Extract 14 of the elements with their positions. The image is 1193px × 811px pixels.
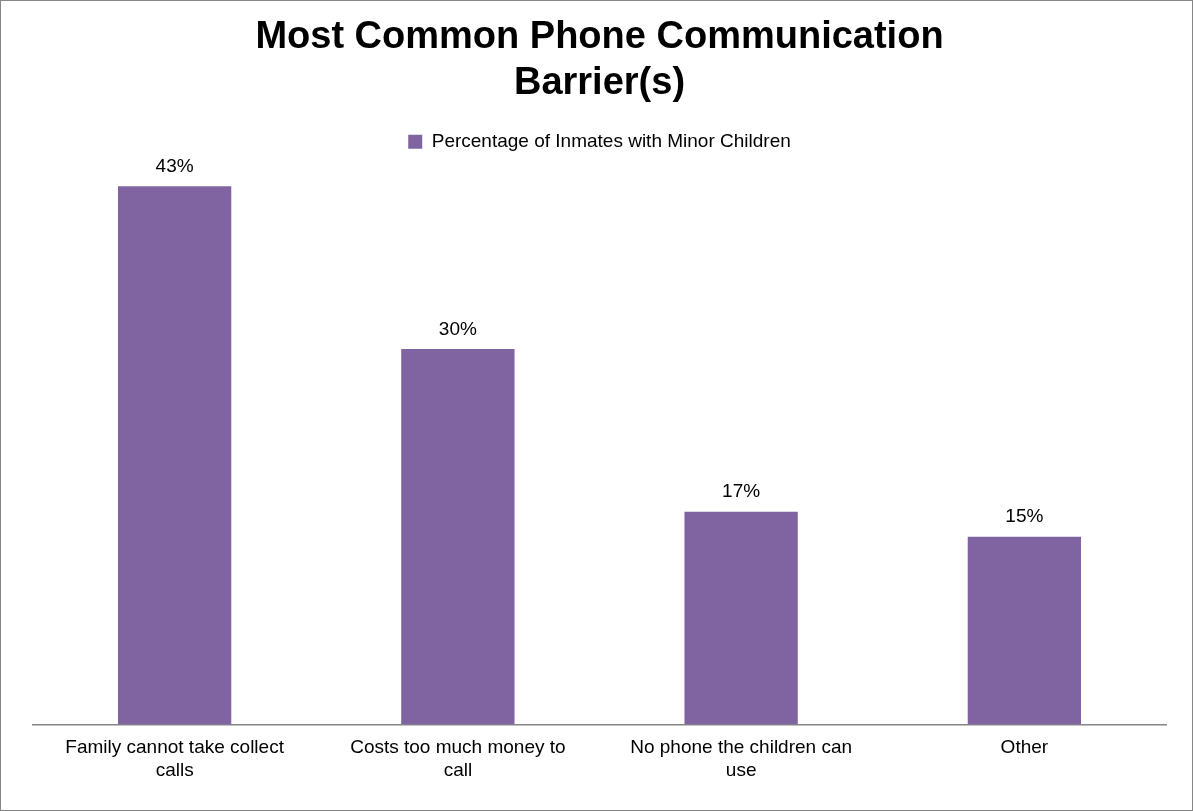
x-tick-label: Other <box>1000 736 1049 758</box>
data-label: 15% <box>1005 505 1044 527</box>
data-label: 17% <box>722 480 761 502</box>
bar <box>401 348 515 725</box>
bar <box>684 511 798 725</box>
data-label: 43% <box>155 154 194 176</box>
data-label: 30% <box>438 317 477 339</box>
chart-title: Most Common Phone Communication Barrier(s) <box>255 14 944 102</box>
bar <box>117 186 232 725</box>
legend-label: Percentage of Inmates with Minor Children <box>431 129 791 151</box>
x-tick-label: Costs too much money to call <box>350 736 566 780</box>
x-tick-label: Family cannot take collect calls <box>65 736 285 780</box>
x-tick-label: No phone the children can use <box>630 736 853 780</box>
bar <box>967 536 1082 725</box>
